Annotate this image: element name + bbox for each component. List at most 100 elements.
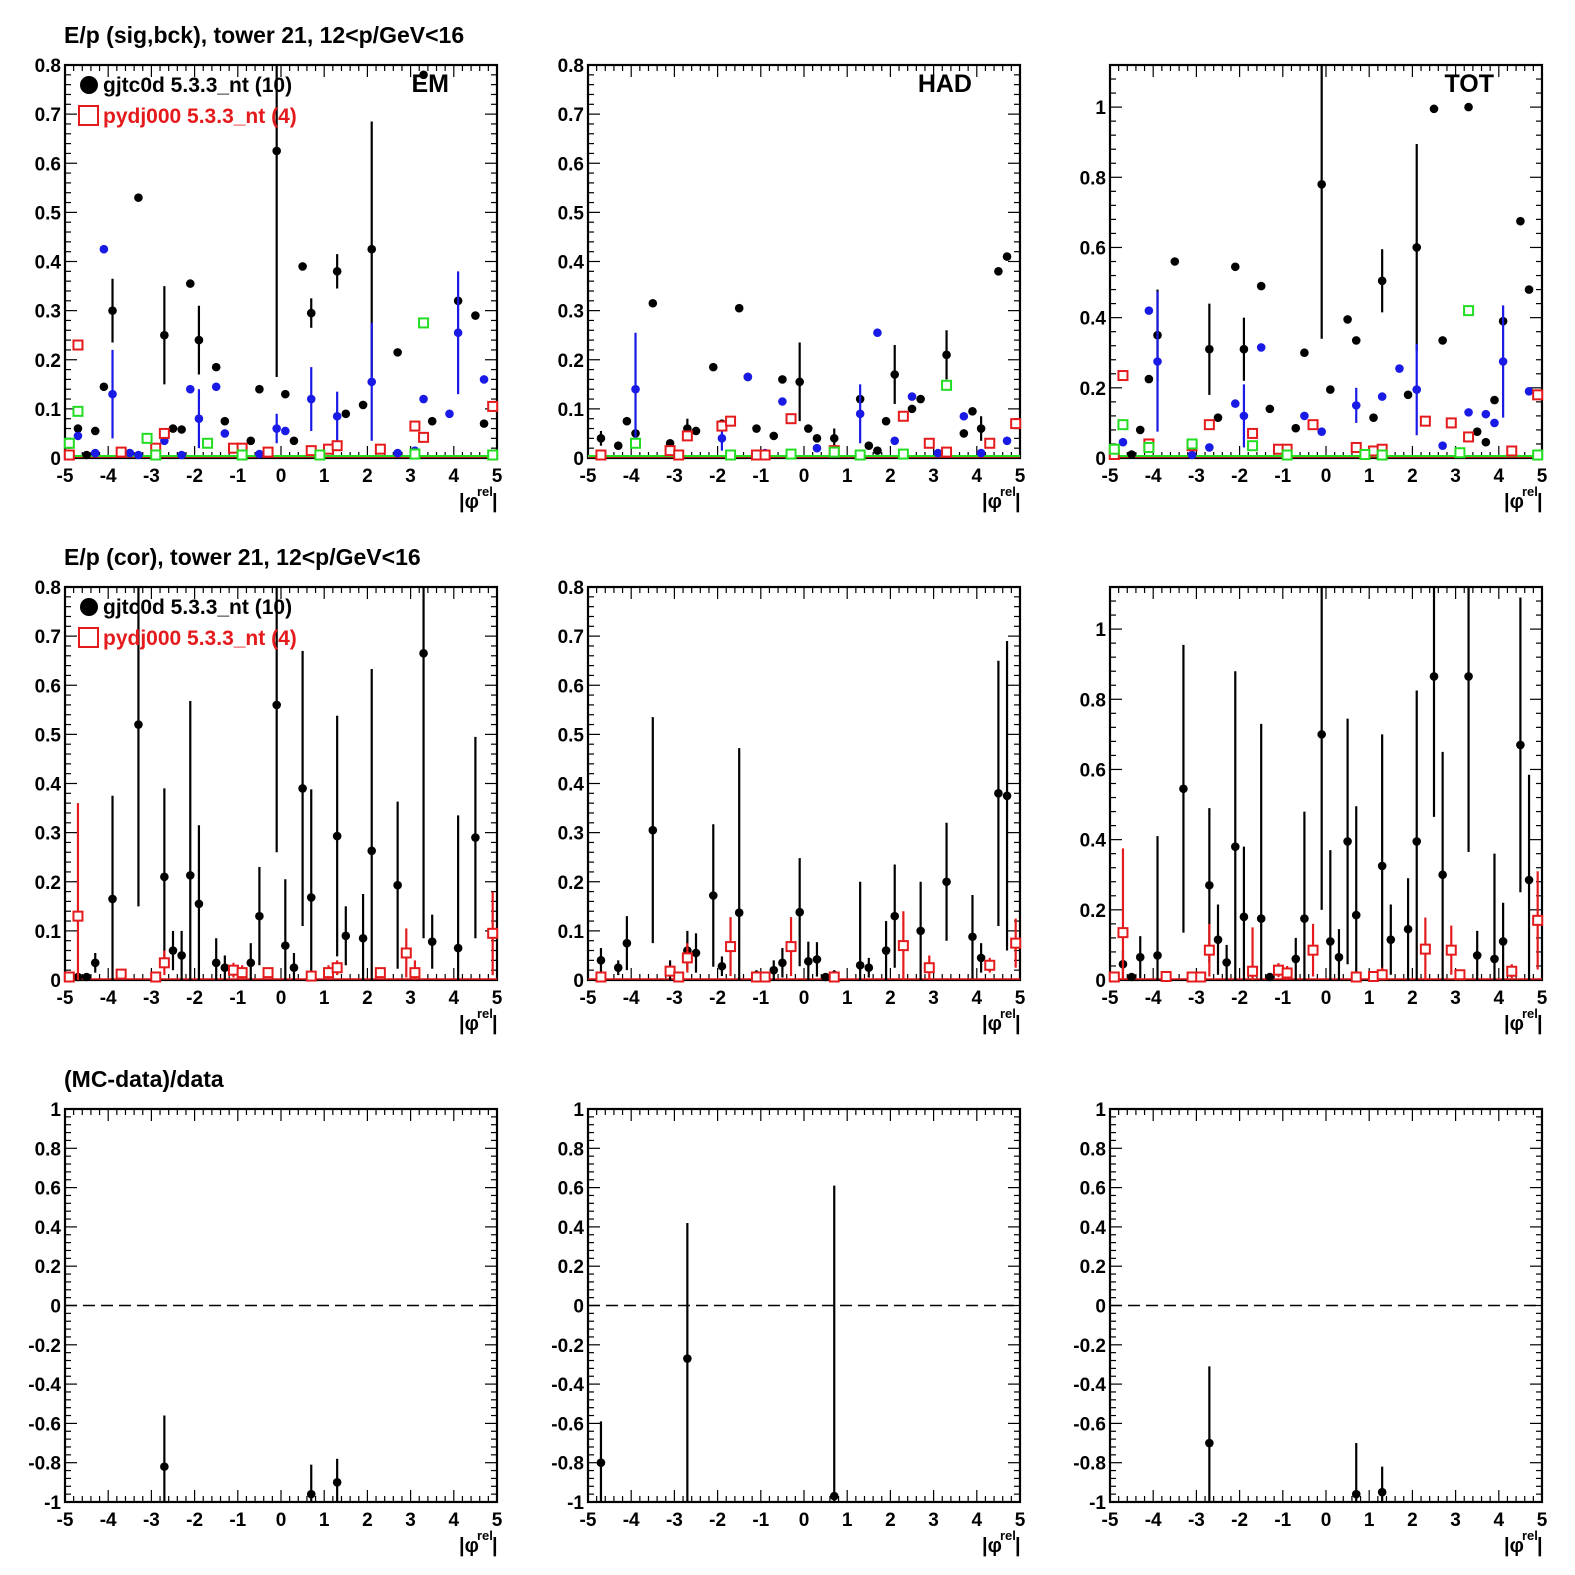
x-tick-label: 2 <box>1407 988 1418 1009</box>
legend-row-2: gjtc0d 5.3.3_nt (10) pydj000 5.3.3_nt (4) <box>78 596 297 650</box>
data-point <box>1108 443 1120 455</box>
y-tick-label: 0.6 <box>558 154 584 175</box>
data-point <box>115 446 127 458</box>
y-tick-label: 0 <box>1095 449 1106 470</box>
data-point <box>281 389 290 399</box>
data-point <box>1359 448 1371 460</box>
data-point <box>1524 875 1534 885</box>
data-point <box>864 441 874 451</box>
data-point <box>1326 937 1335 946</box>
data-point <box>1317 427 1326 436</box>
panel-label-had: HAD <box>918 70 972 98</box>
x-tick-label: 2 <box>885 1510 896 1531</box>
x-axis-label-bar: | <box>492 491 498 513</box>
x-tick-label: 3 <box>928 466 939 487</box>
series-dot-0 <box>596 641 1012 982</box>
y-tick-label: -0.4 <box>28 1375 61 1396</box>
data-point <box>873 328 882 338</box>
x-axis-label-bar: | <box>1537 491 1543 513</box>
series-square-2 <box>595 410 1022 461</box>
data-point <box>246 958 256 968</box>
x-tick-label: -5 <box>580 1510 597 1531</box>
x-axis-label: |φ <box>1504 1013 1524 1035</box>
x-axis-label: |φ <box>982 1013 1002 1035</box>
data-point <box>959 411 969 421</box>
data-point <box>374 967 386 979</box>
data-point <box>306 394 316 404</box>
data-point <box>1160 970 1172 982</box>
data-point <box>160 872 169 882</box>
data-point <box>134 720 143 729</box>
data-point <box>1429 104 1439 114</box>
panel-cor-had: -5 -4 -3 -2 -1 0 1 2 3 4 5 0 0.1 0.2 0.3 0.4 0.5 0.6 0.7 0.… <box>558 578 1026 1035</box>
x-tick-label: -3 <box>1188 988 1205 1009</box>
data-point <box>1490 418 1499 428</box>
data-point <box>332 831 342 841</box>
data-point <box>1143 441 1155 453</box>
y-tick-label: 0.7 <box>558 627 584 648</box>
x-tick-label: -2 <box>186 988 203 1009</box>
x-axis-label-bar: | <box>492 1013 498 1035</box>
data-point <box>596 434 606 443</box>
x-tick-label: 5 <box>1015 988 1026 1009</box>
y-tick-label: -1 <box>1089 1493 1106 1514</box>
data-point <box>194 335 204 345</box>
x-axis-label: |φ <box>982 491 1002 513</box>
x-tick-label: 4 <box>1494 1510 1505 1531</box>
y-tick-label: 0.4 <box>1080 309 1107 330</box>
y-tick-label: 0.4 <box>558 1218 585 1239</box>
y-tick-label: 0.6 <box>1080 1179 1106 1200</box>
data-point <box>1464 408 1473 417</box>
x-tick-label: 5 <box>1537 988 1548 1009</box>
data-point <box>1247 427 1259 439</box>
data-point <box>1506 445 1518 457</box>
data-point <box>613 441 623 451</box>
data-point <box>778 375 787 384</box>
y-tick-label: 0.8 <box>1080 690 1106 711</box>
y-tick-label: 0.6 <box>558 676 584 697</box>
data-point <box>63 449 75 461</box>
data-point <box>177 951 186 960</box>
data-point <box>306 308 316 318</box>
y-tick-label: 0.1 <box>35 400 62 421</box>
x-tick-label: -5 <box>57 1510 74 1531</box>
y-tick-label: 0.5 <box>35 203 62 224</box>
data-point <box>289 963 299 973</box>
data-point <box>759 971 771 983</box>
data-point <box>734 303 744 313</box>
data-point <box>1205 344 1214 354</box>
legend-marker-mc <box>78 105 99 126</box>
y-tick-label: 0.6 <box>35 154 61 175</box>
data-point <box>778 958 787 968</box>
data-point <box>1377 276 1387 286</box>
x-tick-label: -2 <box>1231 988 1248 1009</box>
y-tick-label: -0.8 <box>551 1454 584 1475</box>
x-tick-label: 1 <box>1364 466 1375 487</box>
data-point <box>99 244 109 254</box>
x-tick-label: 4 <box>1494 988 1505 1009</box>
x-tick-label: 5 <box>492 988 503 1009</box>
series-dot-0 <box>73 587 480 982</box>
row-title-ratio: (MC-data)/data <box>64 1066 224 1092</box>
series-dot-1 <box>73 244 489 460</box>
data-point <box>1300 348 1309 358</box>
x-tick-label: -1 <box>229 1510 246 1531</box>
x-tick-label: 2 <box>1407 466 1418 487</box>
data-point <box>1395 364 1404 373</box>
data-point <box>427 937 437 946</box>
x-tick-label: 3 <box>928 988 939 1009</box>
data-point <box>358 933 368 943</box>
series-square-1 <box>63 803 499 983</box>
y-tick-label: 0.3 <box>35 824 61 845</box>
data-point <box>298 262 307 271</box>
data-point <box>941 446 953 458</box>
data-point <box>418 431 430 443</box>
data-point <box>1463 431 1475 443</box>
data-point <box>331 440 343 452</box>
data-point <box>648 298 658 308</box>
data-point <box>1281 967 1293 979</box>
panel-sig-bck-em: -5 -4 -3 -2 -1 0 1 2 3 4 5 0 0.1 0.2 0.3 0.4 0.5 0.6 0.7 0.… <box>35 56 503 513</box>
x-tick-label: -3 <box>666 1510 683 1531</box>
